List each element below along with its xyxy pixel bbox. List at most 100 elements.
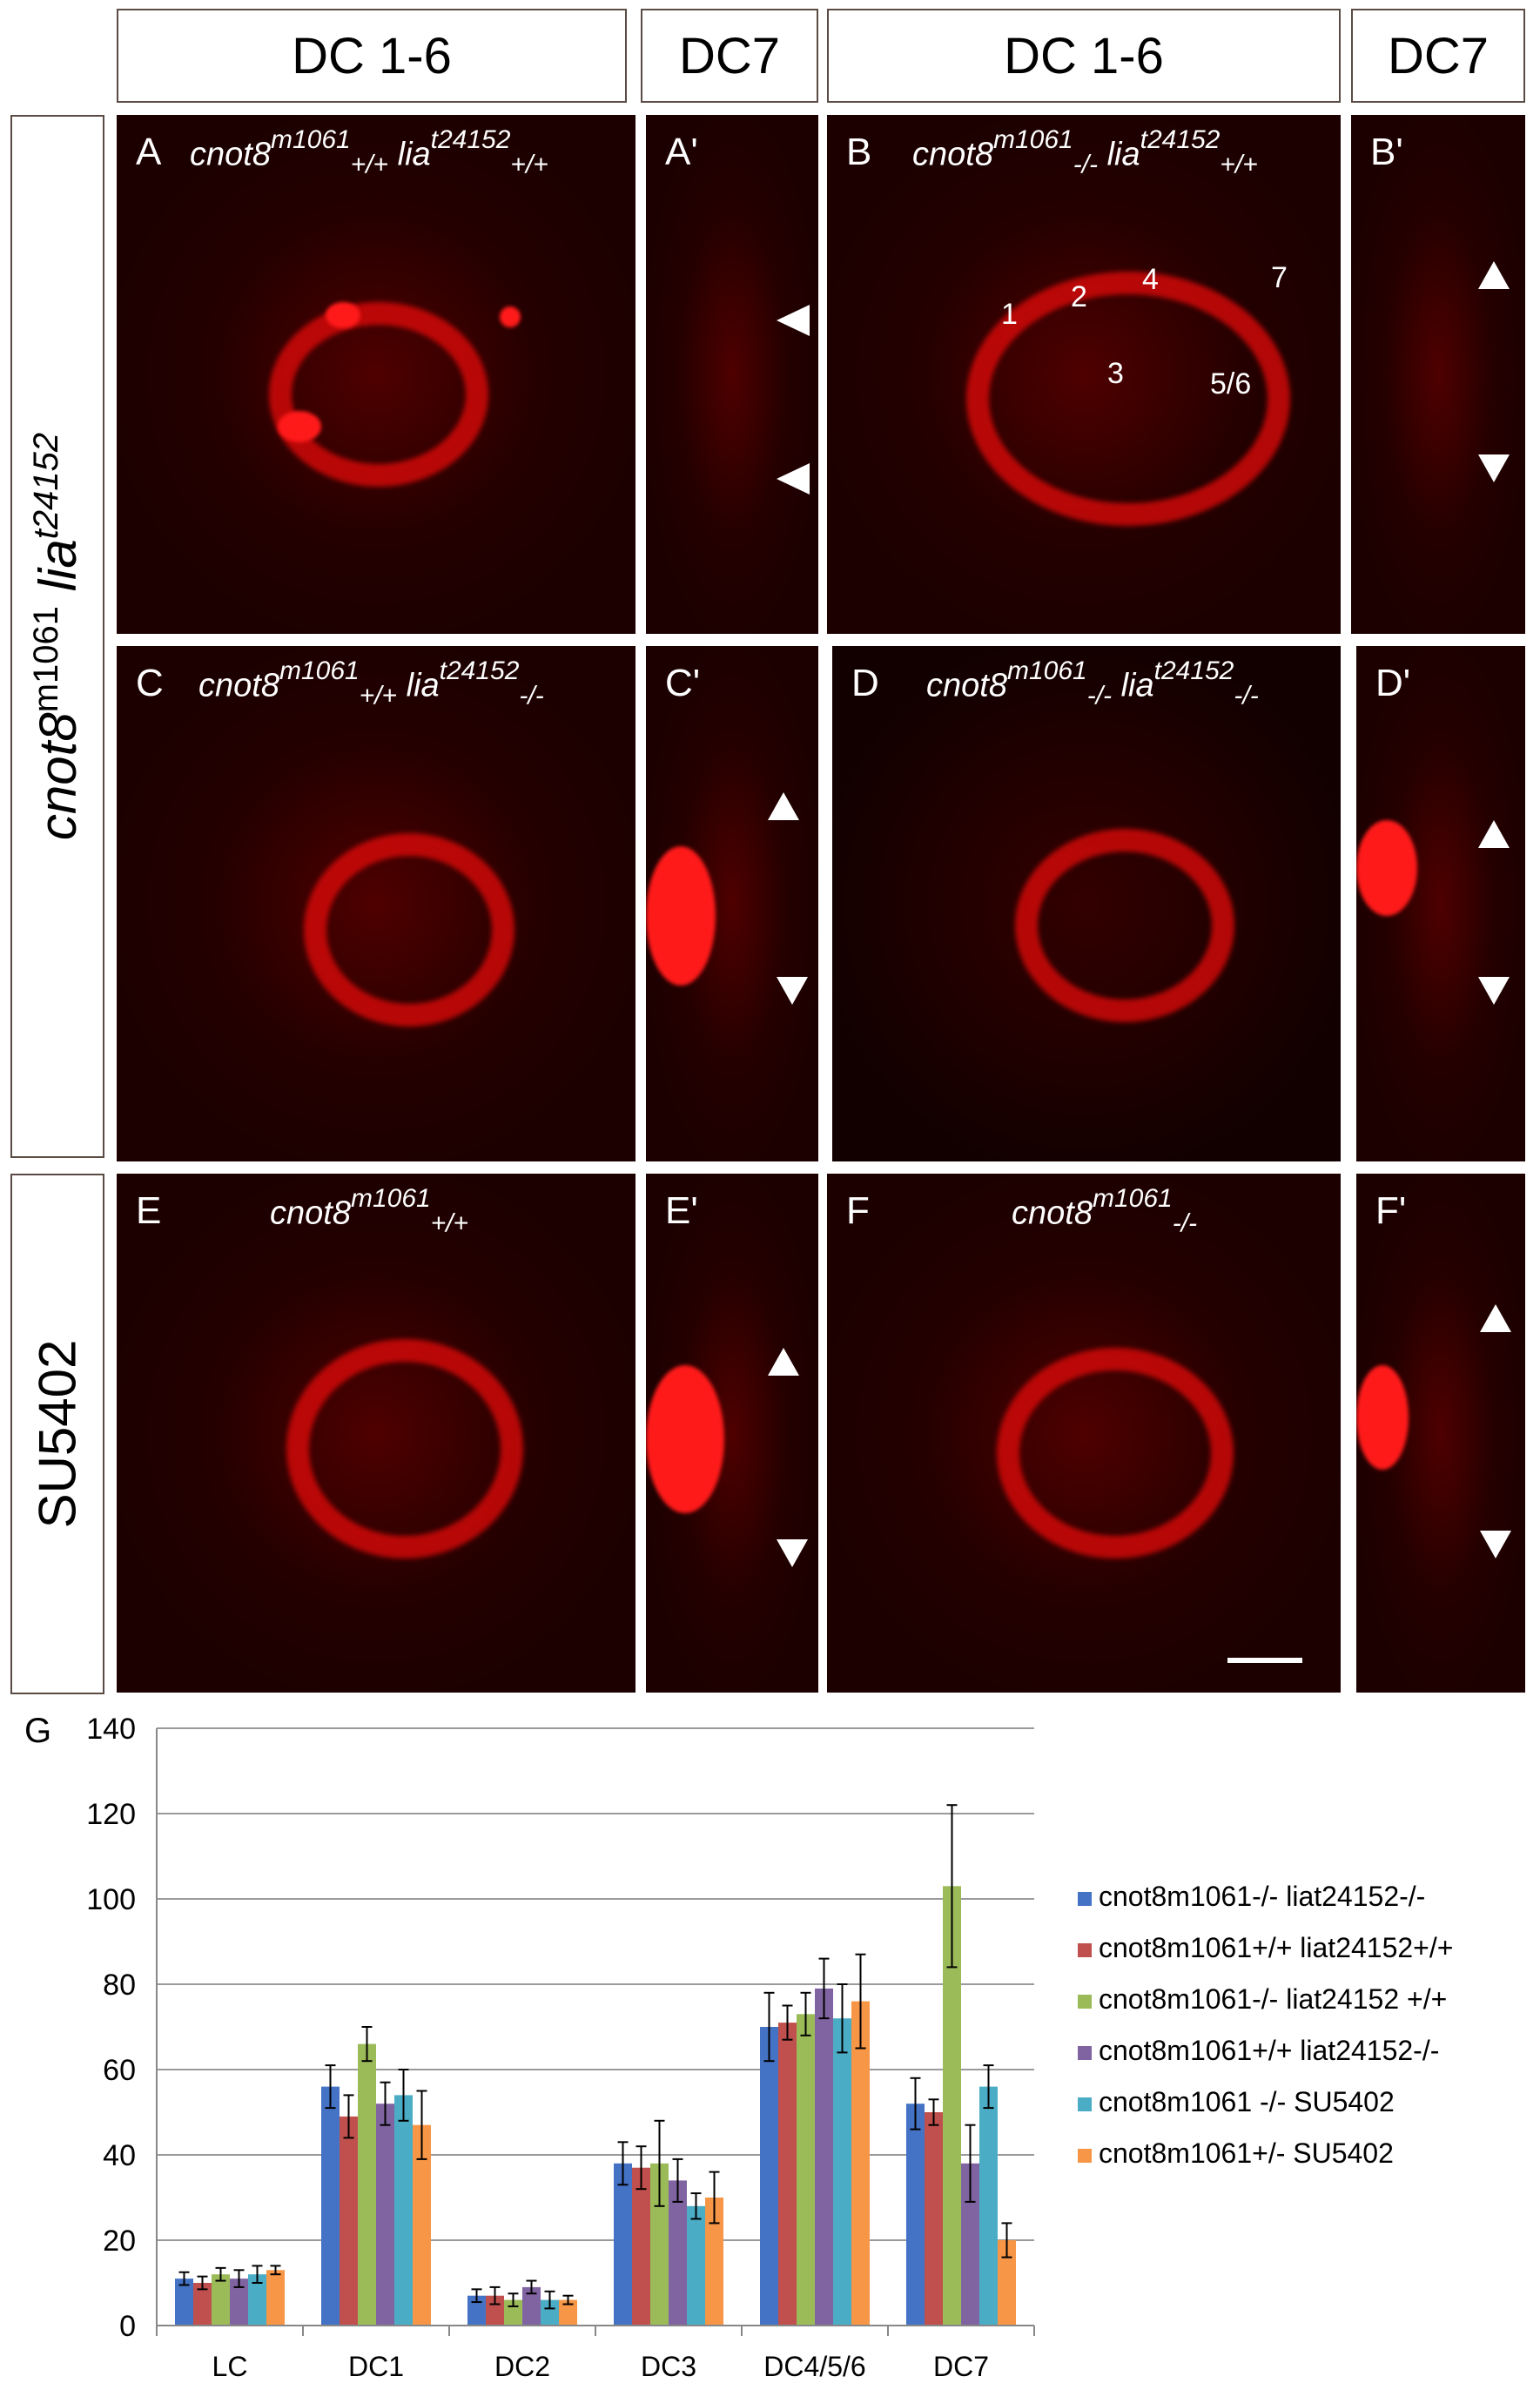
panel-letter: B [846, 131, 872, 173]
panel-D-prime: D' [1356, 646, 1525, 1161]
bar [669, 2180, 687, 2326]
glomerulus-ring [1015, 829, 1234, 1022]
x-tick-label: DC7 [933, 2351, 989, 2382]
bar [486, 2295, 504, 2326]
genotype-label: cnot8m1061+/+ [270, 1184, 469, 1238]
genotype-label: cnot8m1061+/+ liat24152+/+ [190, 125, 548, 179]
cluster-number: 5/6 [1210, 367, 1252, 401]
cell-cluster [646, 846, 716, 986]
legend-label: cnot8m1061 -/- SU5402 [1099, 2086, 1395, 2117]
y-tick-label: 140 [86, 1713, 136, 1746]
panel-letter: C [136, 662, 164, 704]
y-tick-label: 120 [86, 1798, 136, 1831]
y-tick-label: 100 [86, 1883, 136, 1916]
legend-swatch [1078, 1943, 1092, 1957]
glomerulus-ring [304, 833, 514, 1027]
panel-letter: B' [1370, 131, 1403, 173]
cluster-number: 1 [1001, 298, 1018, 331]
state: +/+ [510, 150, 548, 179]
x-tick-label: DC2 [494, 2351, 550, 2382]
legend-swatch [1078, 1892, 1092, 1906]
cluster-number: 4 [1142, 263, 1159, 296]
arrowhead-icon [777, 977, 808, 1005]
cell [326, 302, 360, 328]
state: +/+ [350, 150, 389, 179]
state: -/- [1086, 681, 1113, 710]
gene: lia [1112, 667, 1154, 704]
allele: m1061 [992, 125, 1073, 154]
legend-swatch [1078, 2149, 1092, 2163]
state: +/+ [1220, 150, 1258, 179]
bar [522, 2286, 541, 2326]
legend-swatch [1078, 2097, 1092, 2111]
legend-label: cnot8m1061+/+ liat24152-/- [1099, 2035, 1439, 2066]
bar [266, 2270, 285, 2326]
bar [632, 2167, 650, 2326]
gene: lia [388, 136, 431, 173]
bar [925, 2112, 943, 2326]
arrowhead-icon [1478, 820, 1510, 848]
x-tick-label: DC3 [641, 2351, 696, 2382]
side-label-genotype-box: cnot8m1061 liat24152 [10, 115, 104, 1158]
header-text: DC 1-6 [1004, 27, 1164, 84]
bar [340, 2116, 358, 2326]
legend-label: cnot8m1061+/- SU5402 [1099, 2137, 1394, 2169]
allele: t24152 [1140, 125, 1221, 154]
allele: m1061 [270, 125, 351, 154]
state: -/- [1073, 150, 1099, 179]
bar [906, 2104, 925, 2326]
bar [851, 2001, 870, 2326]
bar [778, 2023, 797, 2326]
glomerulus-ring [269, 302, 488, 487]
bar [175, 2279, 193, 2326]
allele: m1061 [1092, 1184, 1173, 1213]
cluster-number: 2 [1071, 280, 1087, 313]
panel-letter: C' [665, 662, 701, 704]
bar [559, 2299, 577, 2326]
genotype-label: cnot8m1061-/- liat24152+/+ [912, 125, 1258, 179]
panel-letter: D [851, 662, 879, 704]
bar [376, 2104, 394, 2326]
panel-C-prime: C' [646, 646, 818, 1161]
bar [614, 2163, 632, 2326]
panel-letter: F [846, 1189, 870, 1232]
panel-A: A cnot8m1061+/+ liat24152+/+ [117, 115, 636, 634]
allele: t24152 [1153, 656, 1234, 685]
glomerulus-ring [286, 1339, 523, 1558]
arrowhead-icon [1478, 261, 1510, 289]
x-tick-label: DC4/5/6 [763, 2351, 865, 2382]
bar [815, 1988, 833, 2326]
arrowhead-icon [1478, 454, 1510, 482]
bar [833, 2018, 851, 2326]
chart-panel-label: G [24, 1712, 51, 1750]
cell [278, 411, 321, 442]
panel-letter: E' [665, 1189, 698, 1232]
state: +/+ [430, 1208, 469, 1238]
panel-F: F cnot8m1061-/- [827, 1174, 1341, 1693]
panel-E-prime: E' [646, 1174, 818, 1693]
x-tick-label: DC1 [348, 2351, 404, 2382]
header-text: DC 1-6 [292, 27, 452, 84]
cell-cluster [646, 1365, 724, 1513]
panel-letter: E [136, 1189, 162, 1232]
allele: t24152 [27, 432, 65, 540]
header-dc16-left: DC 1-6 [117, 9, 627, 103]
legend-swatch [1078, 1995, 1092, 2009]
state: +/+ [359, 681, 398, 710]
genotype-label: cnot8m1061+/+ liat24152-/- [198, 656, 544, 710]
cell-cluster [1356, 1365, 1409, 1470]
arrowhead-icon [777, 305, 810, 336]
side-label-genotype: cnot8m1061 liat24152 [27, 433, 88, 840]
legend-label: cnot8m1061+/+ liat24152+/+ [1099, 1932, 1453, 1963]
panel-letter: A' [665, 131, 698, 173]
arrowhead-icon [1478, 977, 1510, 1005]
allele: m1061 [350, 1184, 431, 1213]
state: -/- [1172, 1208, 1198, 1238]
arrowhead-icon [768, 792, 799, 820]
bar [248, 2274, 266, 2326]
y-tick-label: 0 [119, 2310, 136, 2343]
bar [979, 2086, 998, 2326]
panel-letter: D' [1375, 662, 1411, 704]
allele: t24152 [430, 125, 511, 154]
panel-B: 1 2 3 4 5/6 7 B cnot8m1061-/- liat24152+… [827, 115, 1341, 634]
